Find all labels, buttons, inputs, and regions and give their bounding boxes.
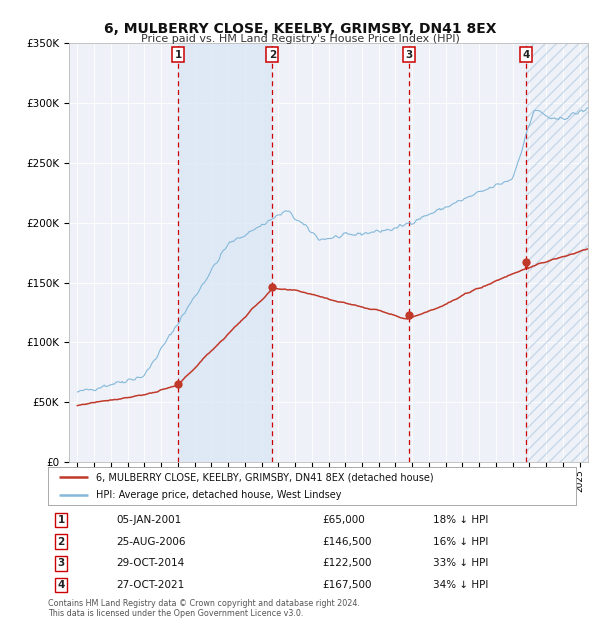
Text: 25-AUG-2006: 25-AUG-2006 (116, 537, 186, 547)
Text: 2: 2 (269, 50, 276, 60)
Text: 6, MULBERRY CLOSE, KEELBY, GRIMSBY, DN41 8EX: 6, MULBERRY CLOSE, KEELBY, GRIMSBY, DN41… (104, 22, 496, 36)
Text: 33% ↓ HPI: 33% ↓ HPI (433, 558, 489, 569)
Text: 34% ↓ HPI: 34% ↓ HPI (433, 580, 489, 590)
Bar (526, 43, 588, 462)
Text: 2: 2 (58, 537, 65, 547)
Text: £65,000: £65,000 (323, 515, 365, 525)
Text: 29-OCT-2014: 29-OCT-2014 (116, 558, 185, 569)
Text: 3: 3 (406, 50, 413, 60)
Text: HPI: Average price, detached house, West Lindsey: HPI: Average price, detached house, West… (95, 490, 341, 500)
Text: 16% ↓ HPI: 16% ↓ HPI (433, 537, 489, 547)
Text: Contains HM Land Registry data © Crown copyright and database right 2024.: Contains HM Land Registry data © Crown c… (48, 600, 360, 608)
Text: £146,500: £146,500 (323, 537, 372, 547)
Text: This data is licensed under the Open Government Licence v3.0.: This data is licensed under the Open Gov… (48, 609, 304, 618)
Text: 18% ↓ HPI: 18% ↓ HPI (433, 515, 489, 525)
Text: 1: 1 (175, 50, 182, 60)
Text: 05-JAN-2001: 05-JAN-2001 (116, 515, 182, 525)
Text: £122,500: £122,500 (323, 558, 372, 569)
Text: 27-OCT-2021: 27-OCT-2021 (116, 580, 185, 590)
Text: £167,500: £167,500 (323, 580, 372, 590)
Bar (178, 43, 272, 462)
Text: Price paid vs. HM Land Registry's House Price Index (HPI): Price paid vs. HM Land Registry's House … (140, 34, 460, 44)
Text: 4: 4 (523, 50, 530, 60)
Text: 4: 4 (58, 580, 65, 590)
Text: 3: 3 (58, 558, 65, 569)
Text: 1: 1 (58, 515, 65, 525)
Text: 6, MULBERRY CLOSE, KEELBY, GRIMSBY, DN41 8EX (detached house): 6, MULBERRY CLOSE, KEELBY, GRIMSBY, DN41… (95, 472, 433, 482)
